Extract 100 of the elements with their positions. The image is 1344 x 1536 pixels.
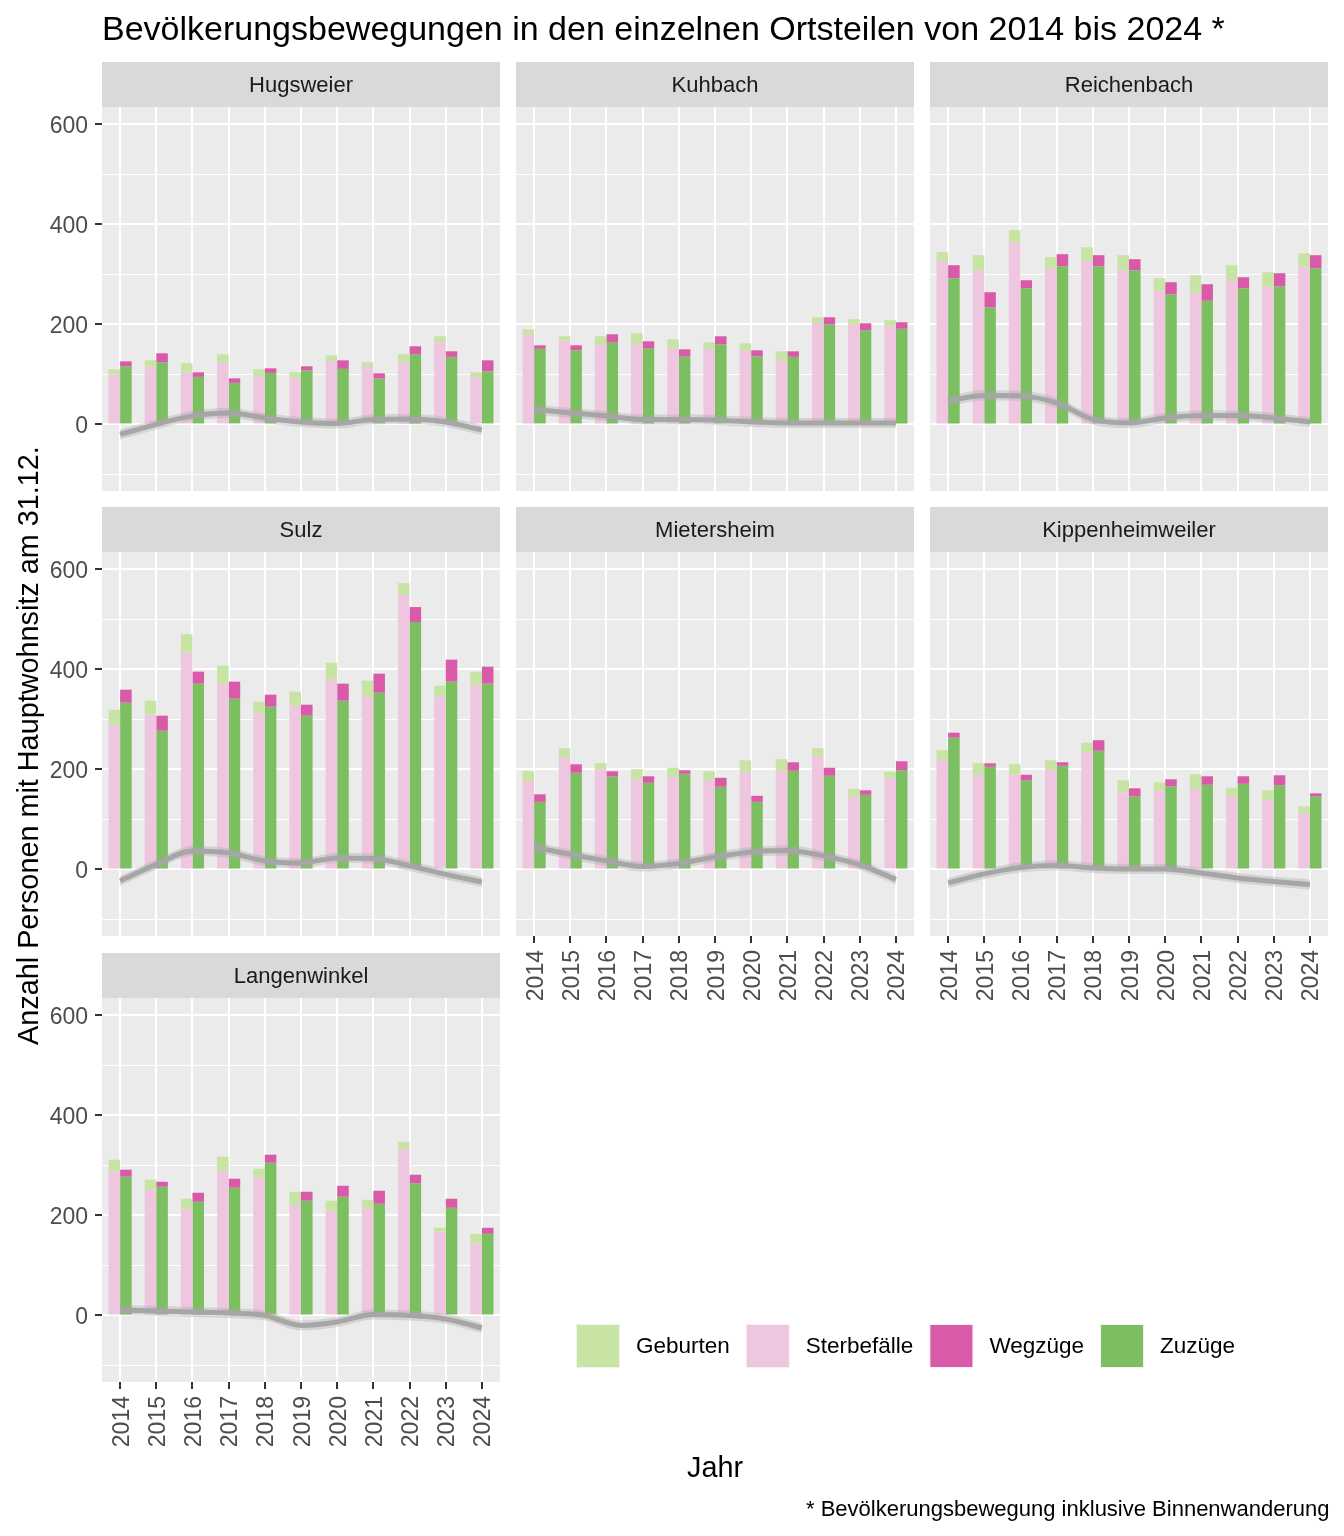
bar — [534, 801, 546, 869]
legend-label: Wegzüge — [989, 1333, 1085, 1359]
y-tick-label: 0 — [75, 1302, 88, 1329]
bar — [180, 1198, 193, 1209]
bar — [228, 698, 241, 869]
bar — [1129, 788, 1141, 797]
bar — [1153, 782, 1166, 791]
bar — [606, 334, 619, 343]
bar — [1045, 760, 1057, 770]
bar — [1153, 278, 1166, 291]
bar — [1008, 764, 1021, 775]
x-tick-label: 2017 — [1044, 950, 1071, 1002]
bar — [264, 1154, 277, 1163]
bar — [739, 760, 752, 772]
bar — [228, 681, 241, 699]
y-tick-label: 400 — [49, 656, 88, 683]
bar — [948, 278, 960, 424]
bar — [301, 715, 313, 869]
bar — [1045, 268, 1057, 424]
bar — [445, 1207, 458, 1315]
text: * Bevölkerungsbewegung inklusive Binnenwanderung — [806, 1496, 1330, 1522]
bar — [678, 349, 691, 357]
bar — [434, 1227, 446, 1232]
bar — [1189, 788, 1202, 869]
x-tick-label: 2024 — [1297, 949, 1324, 1002]
bar — [180, 634, 193, 653]
bar — [228, 1178, 241, 1188]
x-tick-label: 2019 — [288, 1396, 315, 1448]
bar — [361, 1208, 374, 1315]
bar — [703, 342, 715, 349]
bar — [1081, 247, 1093, 261]
bar — [522, 334, 535, 424]
y-tick-label: 400 — [49, 211, 88, 238]
bar — [984, 307, 996, 424]
y-tick-label: 400 — [49, 1102, 88, 1129]
x-tick-label: 2022 — [397, 1396, 424, 1448]
bar — [481, 683, 494, 869]
bar — [373, 692, 385, 869]
bar — [972, 270, 985, 424]
bar — [144, 360, 157, 367]
bar — [1117, 792, 1129, 869]
bar — [470, 1233, 482, 1244]
bar — [361, 362, 374, 367]
bar — [156, 730, 168, 869]
bar — [108, 724, 121, 869]
bar — [228, 378, 241, 383]
bar — [156, 353, 168, 363]
bar — [848, 796, 860, 869]
bar — [667, 776, 679, 869]
bar — [373, 673, 385, 693]
bar — [570, 764, 582, 773]
bar — [570, 345, 582, 351]
bar — [1020, 280, 1033, 289]
x-tick-label: 2023 — [433, 1396, 460, 1448]
bar — [253, 713, 265, 869]
bar — [409, 346, 422, 355]
bar — [1262, 286, 1274, 424]
bar — [445, 659, 458, 682]
text: Jahr — [687, 1451, 744, 1485]
bar — [301, 1191, 313, 1201]
bar — [1298, 806, 1310, 814]
bar — [1092, 266, 1105, 424]
bar — [108, 369, 121, 375]
bar — [1237, 277, 1250, 289]
bar — [434, 336, 446, 343]
bar — [948, 737, 960, 869]
bar — [108, 374, 121, 424]
bar — [895, 328, 908, 424]
bar — [180, 652, 193, 869]
x-tick-label: 2020 — [738, 950, 765, 1002]
bar — [192, 683, 205, 869]
y-tick-label: 0 — [75, 411, 88, 438]
bar — [811, 748, 824, 757]
bar — [948, 732, 960, 738]
bar — [1165, 786, 1177, 869]
x-tick-label: 2022 — [811, 950, 838, 1002]
bar — [667, 767, 679, 777]
y-tick-label: 200 — [49, 756, 88, 783]
bar — [120, 702, 132, 869]
bar — [397, 362, 410, 424]
bar — [481, 360, 494, 372]
bar — [301, 366, 313, 371]
bar — [301, 704, 313, 716]
x-tick-label: 2017 — [216, 1396, 243, 1448]
bar — [984, 766, 996, 869]
text: Anzahl Personen mit Hauptwohnsitz am 31.12. — [11, 445, 45, 1045]
bar — [1117, 255, 1129, 271]
x-tick-label: 2019 — [1116, 950, 1143, 1002]
bar — [936, 252, 949, 261]
bar — [703, 779, 715, 869]
chart-title: Kuhbach — [671, 71, 759, 97]
bar — [409, 607, 422, 623]
legend-label: Sterbefälle — [805, 1333, 914, 1359]
bar — [1008, 230, 1021, 243]
bar — [1045, 257, 1057, 269]
bar — [1225, 265, 1238, 281]
bar — [289, 372, 301, 379]
bar — [120, 689, 132, 703]
bar — [192, 671, 205, 684]
bar — [859, 323, 872, 331]
